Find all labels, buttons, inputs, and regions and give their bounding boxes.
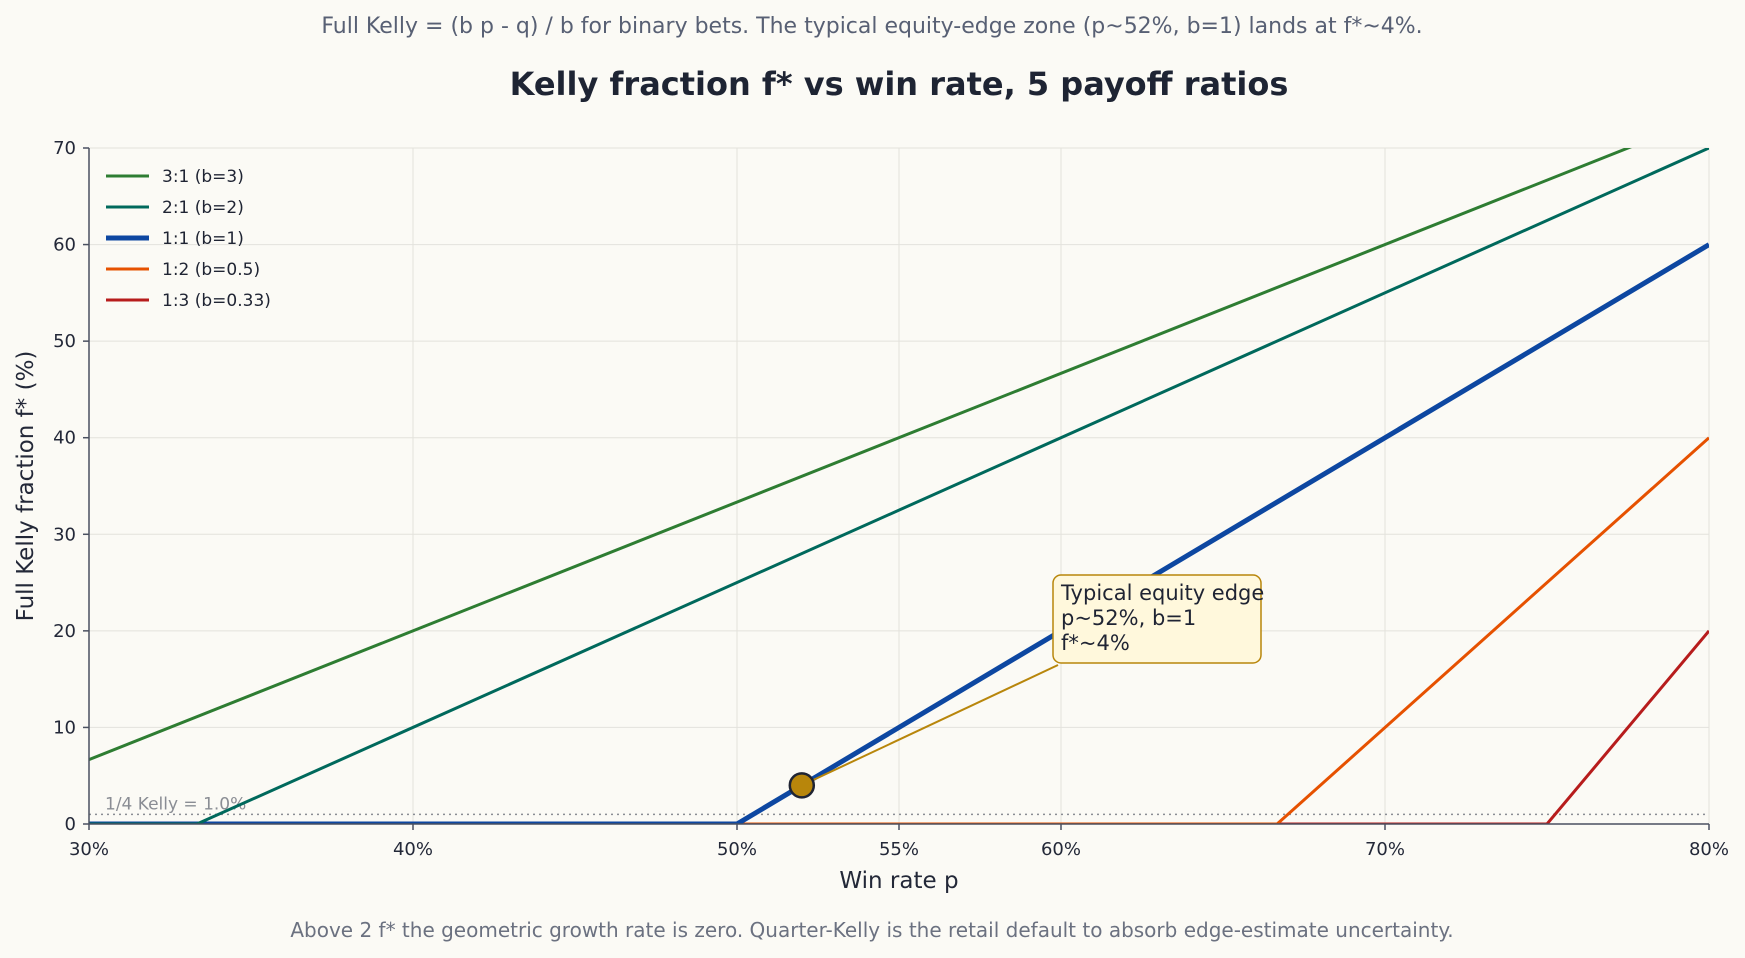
annotation-box — [1052, 574, 1262, 664]
series-lines — [89, 148, 1709, 824]
y-tick-label: 30 — [53, 524, 76, 545]
y-tick-label: 60 — [53, 235, 76, 256]
annotation-text: p~52%, b=1 — [1061, 606, 1196, 630]
series-line — [89, 148, 1709, 824]
series-line — [89, 148, 1633, 761]
legend-label: 1:3 (b=0.33) — [162, 291, 271, 311]
x-tick-label: 70% — [1365, 839, 1405, 860]
series-line — [89, 242, 1709, 824]
annotation-text: f*~4% — [1061, 631, 1130, 655]
legend-label: 3:1 (b=3) — [162, 167, 244, 187]
series-line — [89, 629, 1709, 824]
y-axis-label: Full Kelly fraction f* (%) — [13, 351, 39, 622]
series-line — [89, 436, 1709, 824]
x-tick-label: 40% — [393, 839, 433, 860]
x-tick-label: 50% — [717, 839, 757, 860]
x-tick-label: 30% — [69, 839, 109, 860]
chart-footnote: Above 2 f* the geometric growth rate is … — [290, 918, 1453, 942]
x-ticks: 30% 40% 50% 55% 60% 70% 80% — [69, 824, 1729, 860]
highlight-point — [788, 772, 816, 799]
y-tick-label: 0 — [65, 814, 76, 835]
reference-line-group: 1/4 Kelly = 1.0% — [89, 794, 1709, 816]
y-ticks: 0 10 20 30 40 50 60 70 — [53, 138, 89, 835]
chart-subtitle: Full Kelly = (b p - q) / b for binary be… — [321, 14, 1422, 39]
annotation-leader — [801, 664, 1059, 787]
x-tick-label: 55% — [879, 839, 919, 860]
legend-label: 1:1 (b=1) — [162, 229, 244, 249]
legend-label: 2:1 (b=2) — [162, 198, 244, 218]
legend: 3:1 (b=3) 2:1 (b=2) 1:1 (b=1) 1:2 (b=0.5) 1:… — [106, 167, 271, 311]
x-axis-label: Win rate p — [839, 868, 958, 894]
y-tick-label: 20 — [53, 621, 76, 642]
quarter-kelly-label: 1/4 Kelly = 1.0% — [105, 794, 246, 814]
x-tick-label: 80% — [1689, 839, 1729, 860]
y-tick-label: 40 — [53, 428, 76, 449]
y-tick-label: 50 — [53, 331, 76, 352]
annotation-text: Typical equity edge — [1060, 581, 1264, 605]
legend-label: 1:2 (b=0.5) — [162, 260, 260, 280]
y-tick-label: 10 — [53, 717, 76, 738]
chart-title: Kelly fraction f* vs win rate, 5 payoff … — [510, 65, 1289, 103]
y-tick-label: 70 — [53, 138, 76, 159]
x-tick-label: 60% — [1041, 839, 1081, 860]
grid-lines — [88, 147, 1710, 825]
